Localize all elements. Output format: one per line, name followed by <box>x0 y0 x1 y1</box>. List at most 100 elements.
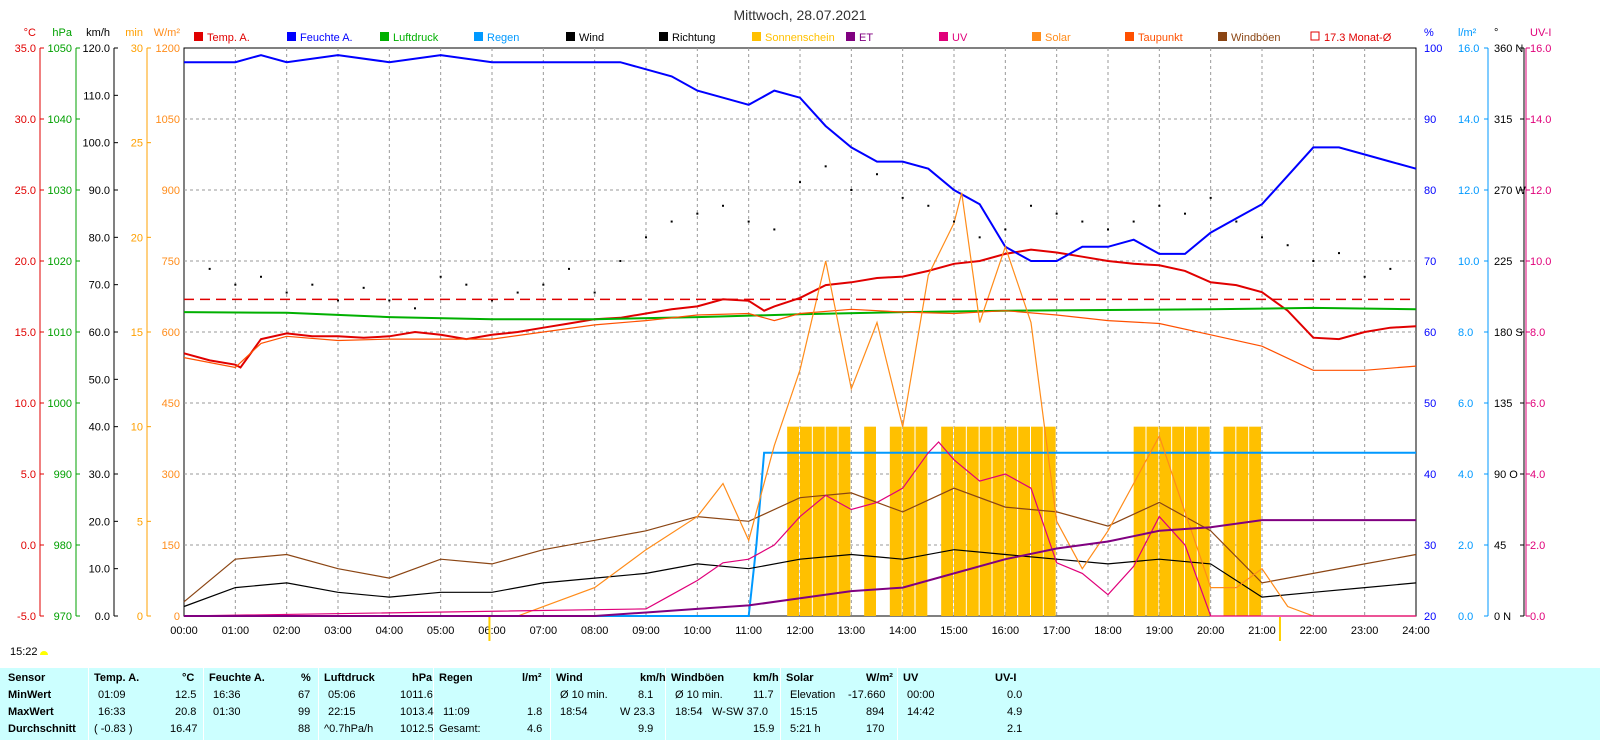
axis-tick-label: 25 <box>131 138 143 150</box>
stat-header: Luftdruck <box>324 672 375 684</box>
stat-value: 16.47 <box>170 723 198 735</box>
stat-time: Ø 10 min. <box>560 689 608 701</box>
stat-value: 11.7 <box>753 689 774 701</box>
direction-point <box>337 299 339 302</box>
axis-tick-label: 10.0 <box>1530 256 1551 268</box>
stat-time: 5:21 h <box>790 723 821 735</box>
axis-tick-label: 970 <box>54 611 72 623</box>
sunrise-marker <box>488 617 491 641</box>
plot-area <box>183 54 1417 617</box>
x-tick-label: 15:00 <box>940 625 968 637</box>
axis-tick-label: 30.0 <box>15 114 36 126</box>
direction-point <box>491 299 493 302</box>
stat-value: 2.1 <box>1007 723 1023 735</box>
direction-point <box>901 196 904 199</box>
legend: Temp. A. Feuchte A. Luftdruck Regen Wind Rich… <box>194 31 1392 44</box>
series-line-temp-a <box>183 248 1417 369</box>
axis-tick-label: 1010 <box>48 327 72 339</box>
sunshine-bar <box>1133 426 1146 616</box>
axis-tick-label: 2.0 <box>1458 540 1473 552</box>
sunshine-bar <box>787 426 799 616</box>
stat-time: Ø 10 min. <box>675 689 723 701</box>
stat-header: Feuchte A. <box>209 672 265 684</box>
axis-tick-label: 50.0 <box>89 374 110 386</box>
series-line-solar <box>184 192 1416 617</box>
column-divider <box>780 668 781 740</box>
legend-label: Regen <box>487 32 519 44</box>
direction-point <box>1312 260 1315 262</box>
column-divider <box>897 668 898 740</box>
direction-point <box>465 283 468 286</box>
stat-value: 15.9 <box>753 723 775 735</box>
stat-value: 67 <box>298 689 311 701</box>
axis-tick-label: 0.0 <box>1530 611 1545 623</box>
axis-tick-label: 450 <box>162 398 180 410</box>
x-tick-label: 11:00 <box>735 625 762 637</box>
direction-point <box>799 181 801 184</box>
stat-value: 1.8 <box>527 706 543 718</box>
axis-tick-label: 300 <box>162 469 180 481</box>
sunshine-bar <box>915 426 928 616</box>
x-tick-label: 01:00 <box>222 625 250 637</box>
direction-point <box>876 173 878 176</box>
stat-value: 8.1 <box>638 689 654 701</box>
stat-header: Regen <box>439 672 473 684</box>
sunshine-bar <box>889 426 902 616</box>
legend-label: Temp. A. <box>207 32 250 44</box>
axis-tick-label: 10 <box>131 422 143 434</box>
axis-unit: W/m² <box>154 27 181 39</box>
legend-label: ET <box>859 32 873 44</box>
axis-tick-label: 6.0 <box>1530 398 1545 410</box>
stat-time: 00:00 <box>907 689 935 701</box>
column-divider <box>318 668 319 740</box>
stat-time: 16:33 <box>98 706 126 718</box>
legend-swatch <box>846 32 855 41</box>
sunshine-bar <box>902 426 915 616</box>
column-divider <box>433 668 434 740</box>
legend-label: Luftdruck <box>393 32 439 44</box>
stat-value: 170 <box>866 723 885 735</box>
direction-point <box>1261 236 1263 239</box>
stat-time: Elevation <box>790 689 836 701</box>
axis-tick-label: 5.0 <box>21 469 36 481</box>
axis-tick-label: -5.0 <box>17 611 36 623</box>
sunshine-bar <box>1146 426 1159 616</box>
legend-label: Wind <box>579 32 604 44</box>
sunshine-bar <box>1043 426 1056 616</box>
x-tick-label: 00:00 <box>170 625 198 637</box>
axis-tick-label: 14.0 <box>1458 114 1479 126</box>
stat-header-sensor: Sensor <box>8 672 46 684</box>
direction-point <box>542 283 545 286</box>
stat-time: 18:54 <box>560 706 588 718</box>
stat-unit: W/m² <box>866 672 893 684</box>
legend-label: Feuchte A. <box>300 32 353 44</box>
x-tick-label: 24:00 <box>1402 625 1430 637</box>
stat-value: 1012.5 <box>400 723 434 735</box>
sunshine-bar <box>992 426 1005 616</box>
axis-tick-label: 10.0 <box>1458 256 1479 268</box>
axis-tick-label: 750 <box>162 256 180 268</box>
sunshine-bar <box>1223 426 1236 616</box>
axis-tick-label: 180 S <box>1494 327 1523 339</box>
x-tick-label: 18:00 <box>1094 625 1122 637</box>
stat-row-label: Durchschnitt <box>8 723 76 735</box>
direction-point <box>722 204 724 207</box>
direction-point <box>645 236 647 239</box>
stat-time: ^0.7hPa/h <box>324 723 374 735</box>
axis-tick-label: 270 W <box>1494 185 1526 197</box>
x-tick-label: 03:00 <box>324 625 352 637</box>
stat-value: 99 <box>298 706 311 718</box>
direction-point <box>1081 220 1084 223</box>
sunshine-bar <box>954 426 966 616</box>
stat-value: 4.9 <box>1007 706 1023 718</box>
direction-point <box>1107 228 1109 231</box>
series-line-windb-en <box>183 487 1417 603</box>
sunshine-bar <box>1159 426 1172 616</box>
direction-point <box>978 236 981 239</box>
axis-tick-label: 4.0 <box>1530 469 1545 481</box>
series-line-wind <box>183 549 1417 608</box>
axis-tick-label: 90 O <box>1494 469 1518 481</box>
direction-point <box>439 275 442 278</box>
axis-tick-label: 0.0 <box>95 611 110 623</box>
sunshine-bar <box>825 426 838 616</box>
